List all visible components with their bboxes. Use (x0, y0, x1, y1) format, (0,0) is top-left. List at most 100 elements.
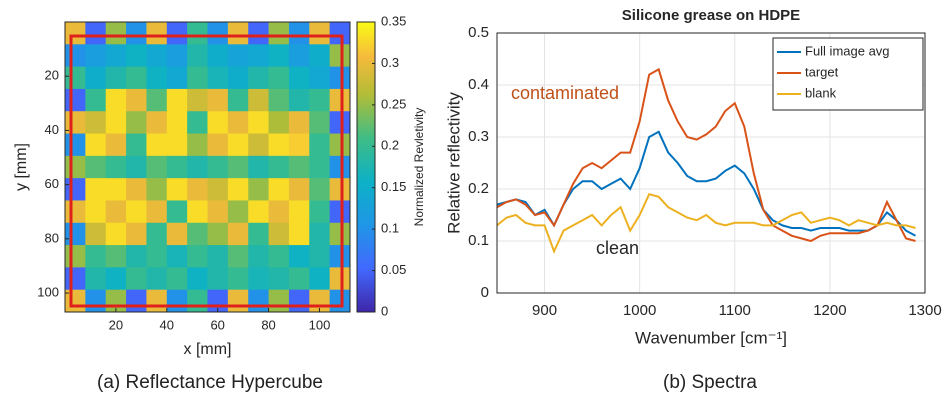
heat-cell (227, 178, 249, 201)
axes-frame (64, 21, 351, 313)
heat-cell (105, 178, 127, 201)
heat-cell (329, 44, 351, 68)
heat-cell (248, 155, 270, 179)
heat-cell (248, 88, 270, 112)
caption: (b) Spectra (663, 372, 757, 393)
heat-cell (85, 289, 107, 313)
x-tick-label: 900 (532, 302, 557, 319)
heat-cell (329, 88, 351, 112)
heat-cell (309, 22, 331, 45)
heat-cell (227, 44, 249, 68)
heat-cell (288, 267, 310, 291)
heat-cell (248, 267, 270, 291)
heat-cell (126, 222, 147, 246)
heat-cell (248, 22, 270, 45)
heat-cell (207, 133, 229, 157)
heat-cell (126, 178, 147, 201)
heat-cell (227, 200, 249, 224)
heat-cell (227, 289, 249, 313)
heat-cell (268, 133, 290, 157)
heat-cell (105, 267, 127, 291)
heat-cell (268, 66, 290, 90)
colorbar-tick-label: 0.2 (381, 138, 399, 153)
heat-cell (309, 44, 331, 68)
heat-cell (166, 66, 188, 90)
x-tick-label: 80 (261, 317, 275, 332)
colorbar-tick-label: 0.25 (381, 96, 406, 111)
heat-cell (288, 178, 310, 201)
heat-cell (329, 245, 351, 268)
heat-cell (166, 155, 188, 179)
heat-cell (187, 200, 208, 224)
x-tick-label: 100 (309, 317, 331, 332)
heat-cell (166, 44, 188, 68)
x-tick-label: 20 (109, 317, 123, 332)
y-tick-label: 60 (45, 176, 59, 191)
heat-cell (126, 155, 147, 179)
heat-cell (268, 155, 290, 179)
colorbar-tick-label: 0.3 (381, 55, 399, 70)
heat-cell (207, 155, 229, 179)
heat-cell (329, 111, 351, 135)
heat-cell (187, 133, 208, 157)
heat-cell (268, 200, 290, 224)
heat-cell (227, 222, 249, 246)
heat-cell (85, 22, 107, 45)
heat-cell (329, 222, 351, 246)
heat-cell (309, 155, 331, 179)
y-tick-label: 100 (37, 284, 59, 299)
colorbar-tick-label: 0.1 (381, 221, 399, 236)
heat-cell (85, 155, 107, 179)
colorbar-tick-label: 0.15 (381, 179, 406, 194)
heat-cell (105, 245, 127, 268)
legend-label: target (805, 64, 839, 79)
heat-cell (227, 155, 249, 179)
heat-cell (146, 133, 168, 157)
heat-cell (65, 200, 86, 224)
x-tick-label: 60 (210, 317, 224, 332)
heat-cell (329, 22, 351, 45)
x-tick-label: 40 (160, 317, 174, 332)
colorbar-label: Normalized Revletivity (412, 108, 426, 227)
heat-cell (227, 88, 249, 112)
x-tick-label: 1200 (813, 302, 846, 319)
heat-cell (227, 133, 249, 157)
x-tick-label: 1100 (719, 302, 751, 319)
heat-cell (65, 66, 86, 90)
heat-cell (207, 66, 229, 90)
heat-cell (105, 155, 127, 179)
heat-cell (329, 289, 351, 313)
y-tick-label: 0.4 (468, 76, 489, 93)
heat-cell (288, 200, 310, 224)
heat-cell (268, 222, 290, 246)
heat-cell (207, 178, 229, 201)
heat-cell (248, 66, 270, 90)
heat-cell (85, 111, 107, 135)
heat-cell (85, 267, 107, 291)
heat-cell (187, 267, 208, 291)
colorbar (356, 21, 376, 313)
heat-cell (288, 245, 310, 268)
heat-cell (329, 66, 351, 90)
heat-cell (187, 178, 208, 201)
heat-cell (248, 289, 270, 313)
y-tick-label: 20 (45, 68, 59, 83)
annotation: contaminated (511, 83, 619, 103)
heat-cell (309, 200, 331, 224)
heat-cell (227, 267, 249, 291)
heat-cell (146, 88, 168, 112)
heat-cell (65, 88, 86, 112)
heat-cell (166, 289, 188, 313)
heat-cell (166, 267, 188, 291)
heat-cell (248, 178, 270, 201)
heat-cell (146, 44, 168, 68)
heat-cell (288, 133, 310, 157)
heat-cell (268, 22, 290, 45)
x-tick-label: 1300 (908, 302, 941, 319)
heat-cell (166, 22, 188, 45)
heat-cell (105, 222, 127, 246)
heat-cell (105, 44, 127, 68)
heat-cell (309, 111, 331, 135)
heat-cell (126, 200, 147, 224)
y-tick-label: 0.2 (468, 180, 489, 197)
